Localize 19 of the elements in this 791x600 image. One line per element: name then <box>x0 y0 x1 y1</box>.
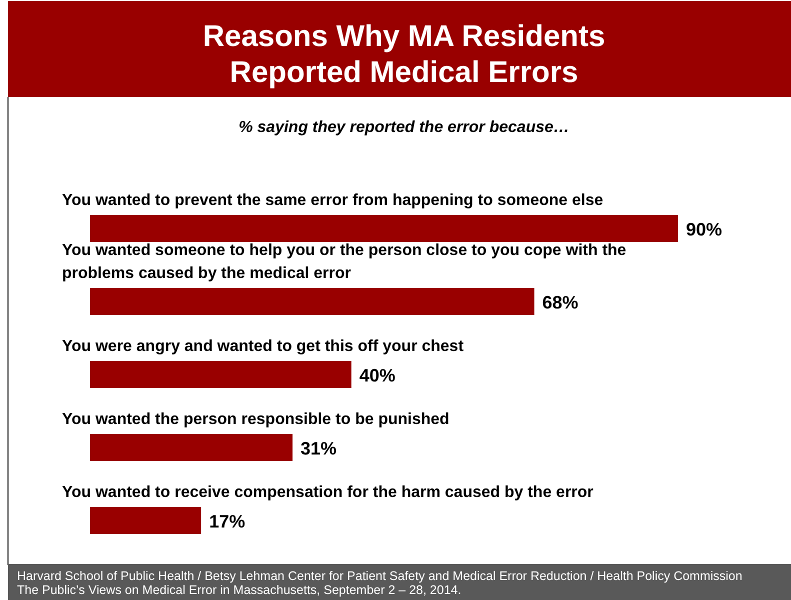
y-tick-label: You wanted someone to help you or the person close to you cope with the problems caused by the medical error <box>62 242 626 282</box>
y-tick-label: You wanted to prevent the same error from happening to someone else <box>62 192 604 209</box>
data-label: 68% <box>542 292 578 312</box>
bar <box>90 434 293 461</box>
data-label: 17% <box>209 512 246 532</box>
y-tick-label: You were angry and wanted to get this off your chest <box>62 338 464 355</box>
data-label: 40% <box>359 366 396 386</box>
data-label: 90% <box>686 220 722 240</box>
text: The Public’s Views on Medical Error in Massachusetts, September 2 – 28, 2014. <box>17 583 462 597</box>
bar <box>90 361 352 388</box>
bar <box>90 215 678 242</box>
chart-subtitle: % saying they reported the error because… <box>238 119 570 136</box>
text: Harvard School of Public Health / Betsy Lehman Center for Patient Safety and Medical Error Reduction / Health Policy Commission <box>17 569 742 583</box>
bar <box>90 288 534 315</box>
data-label: 31% <box>300 438 337 458</box>
y-tick-label: You wanted to receive compensation for the harm caused by the error <box>62 484 594 501</box>
chart-title: Reasons Why MA Residents Reported Medical Errors <box>202 20 606 89</box>
bar <box>90 507 202 534</box>
y-tick-label: You wanted the person responsible to be punished <box>62 411 450 428</box>
